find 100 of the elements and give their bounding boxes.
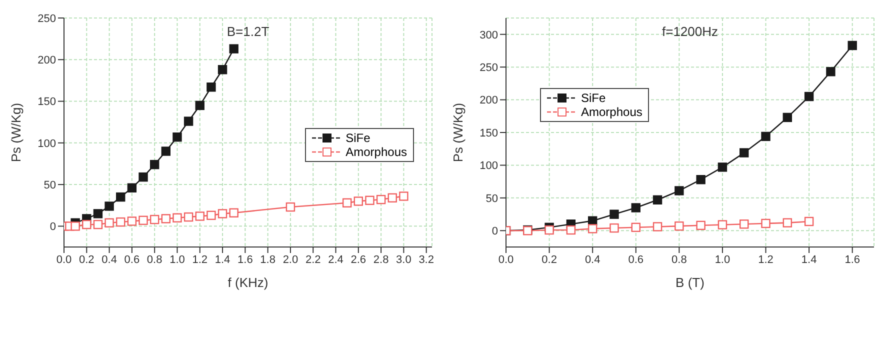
point [229, 44, 238, 54]
x-tick-label: 0.8 [672, 254, 687, 266]
point [184, 212, 194, 222]
legend-label: SiFe [581, 91, 606, 105]
x-tick-label: 0.4 [102, 254, 117, 266]
y-tick-label: 0 [50, 221, 56, 234]
x-tick-label: 0.2 [542, 254, 557, 266]
point [172, 213, 182, 222]
x-tick-label: 2.6 [350, 254, 366, 266]
point [740, 220, 749, 229]
x-tick-label: 0.6 [628, 254, 644, 266]
legend-label: Amorphous [581, 105, 642, 119]
x-tick-label: 1.2 [758, 254, 774, 266]
x-tick-label: 0.0 [498, 254, 514, 266]
point [104, 202, 114, 211]
point [674, 186, 684, 196]
point [161, 214, 171, 224]
text: B=1.2T [226, 24, 270, 39]
x-tick-label: 1.6 [844, 254, 860, 266]
text: f=1200Hz [660, 24, 719, 39]
point [138, 172, 148, 182]
point [696, 220, 706, 230]
x-tick-label: 2.8 [373, 254, 389, 266]
x-tick-label: 2.2 [305, 254, 321, 266]
x-tick-label: 0.2 [79, 254, 94, 266]
point [195, 100, 204, 110]
x-tick-label: 1.2 [192, 254, 208, 266]
point [610, 210, 619, 219]
point [93, 209, 103, 218]
point [696, 175, 706, 184]
point [150, 160, 160, 170]
y-tick-label: 200 [480, 94, 498, 107]
point [93, 220, 103, 230]
point [674, 221, 684, 231]
point [544, 225, 554, 235]
point [286, 202, 296, 212]
point [206, 210, 216, 220]
y-tick-label: 150 [480, 127, 498, 140]
y-tick-label: 50 [486, 192, 498, 205]
point [782, 218, 792, 228]
x-tick-label: 0.4 [584, 254, 600, 266]
point [761, 132, 770, 142]
y-tick-label: 100 [480, 160, 498, 172]
y-tick-label: 100 [38, 138, 56, 150]
point [761, 218, 770, 228]
point [566, 225, 576, 235]
y-axis-title: Ps (W/Kg) [8, 102, 24, 162]
x-tick-label: 0.0 [56, 254, 72, 266]
point [116, 217, 126, 227]
point [740, 148, 749, 158]
x-axis-title: B (T) [676, 275, 704, 290]
x-tick-label: 1.0 [714, 254, 730, 266]
x-tick-label: 2.4 [328, 254, 344, 266]
point [150, 214, 160, 224]
point [127, 216, 137, 226]
point [82, 220, 92, 230]
point [116, 192, 126, 202]
x-axis-title: f (KHz) [228, 275, 268, 290]
legend-label: SiFe [346, 131, 370, 145]
x-tick-label: 3.2 [418, 254, 434, 266]
point [218, 209, 228, 218]
point [206, 82, 216, 92]
point [127, 183, 137, 192]
y-tick-label: 250 [480, 62, 498, 74]
point [718, 220, 728, 230]
y-tick-label: 0 [492, 226, 498, 238]
point [218, 65, 228, 74]
point [652, 195, 662, 204]
x-tick-label: 2.0 [282, 254, 298, 266]
point [365, 196, 374, 205]
point [184, 116, 194, 126]
x-tick-label: 1.0 [170, 254, 185, 266]
y-tick-label: 250 [38, 12, 56, 25]
point [631, 203, 640, 212]
point [848, 40, 857, 50]
point [104, 218, 114, 228]
point [399, 192, 408, 201]
x-tick-label: 1.6 [238, 254, 253, 266]
point [588, 224, 598, 234]
point [172, 132, 182, 142]
y-tick-label: 200 [38, 54, 56, 67]
point [388, 193, 397, 202]
x-tick-label: 3.0 [396, 254, 412, 266]
y-tick-label: 150 [38, 96, 56, 108]
point [342, 198, 352, 208]
y-axis-title: Ps (W/Kg) [450, 102, 466, 162]
x-tick-label: 1.4 [801, 254, 817, 266]
point [610, 223, 619, 233]
x-tick-label: 1.8 [260, 254, 276, 266]
point [161, 146, 171, 156]
point [804, 92, 814, 102]
point [138, 216, 148, 225]
point [195, 212, 204, 221]
legend-label: Amorphous [346, 145, 407, 159]
point [229, 208, 238, 218]
point [826, 67, 836, 76]
point [718, 162, 728, 172]
x-tick-label: 0.6 [124, 254, 140, 266]
point [631, 222, 640, 232]
point [70, 222, 80, 231]
